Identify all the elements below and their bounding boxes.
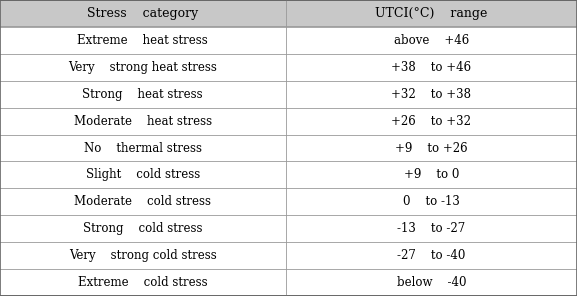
Bar — [0, 161, 577, 188]
Text: Very    strong heat stress: Very strong heat stress — [68, 61, 218, 74]
Bar — [0, 27, 577, 54]
Text: +26    to +32: +26 to +32 — [391, 115, 471, 128]
Bar — [0, 54, 577, 81]
Bar — [0, 215, 577, 242]
Bar — [0, 81, 577, 108]
Text: Strong    cold stress: Strong cold stress — [83, 222, 203, 235]
Text: Moderate    cold stress: Moderate cold stress — [74, 195, 211, 208]
Bar — [0, 0, 577, 27]
Bar — [0, 269, 577, 296]
Text: No    thermal stress: No thermal stress — [84, 141, 202, 155]
Bar — [0, 135, 577, 161]
Text: +32    to +38: +32 to +38 — [391, 88, 471, 101]
Text: -27    to -40: -27 to -40 — [397, 249, 466, 262]
Text: Extreme    heat stress: Extreme heat stress — [77, 34, 208, 47]
Bar — [0, 242, 577, 269]
Text: +38    to +46: +38 to +46 — [391, 61, 471, 74]
Text: +9    to 0: +9 to 0 — [404, 168, 459, 181]
Text: UTCI(°C)    range: UTCI(°C) range — [375, 7, 488, 20]
Bar — [0, 108, 577, 135]
Bar — [0, 188, 577, 215]
Text: -13    to -27: -13 to -27 — [397, 222, 466, 235]
Text: Extreme    cold stress: Extreme cold stress — [78, 276, 208, 289]
Text: below    -40: below -40 — [396, 276, 466, 289]
Text: Moderate    heat stress: Moderate heat stress — [74, 115, 212, 128]
Text: Strong    heat stress: Strong heat stress — [83, 88, 203, 101]
Text: +9    to +26: +9 to +26 — [395, 141, 467, 155]
Text: 0    to -13: 0 to -13 — [403, 195, 460, 208]
Text: Very    strong cold stress: Very strong cold stress — [69, 249, 217, 262]
Text: Stress    category: Stress category — [87, 7, 198, 20]
Text: Slight    cold stress: Slight cold stress — [85, 168, 200, 181]
Text: above    +46: above +46 — [394, 34, 469, 47]
